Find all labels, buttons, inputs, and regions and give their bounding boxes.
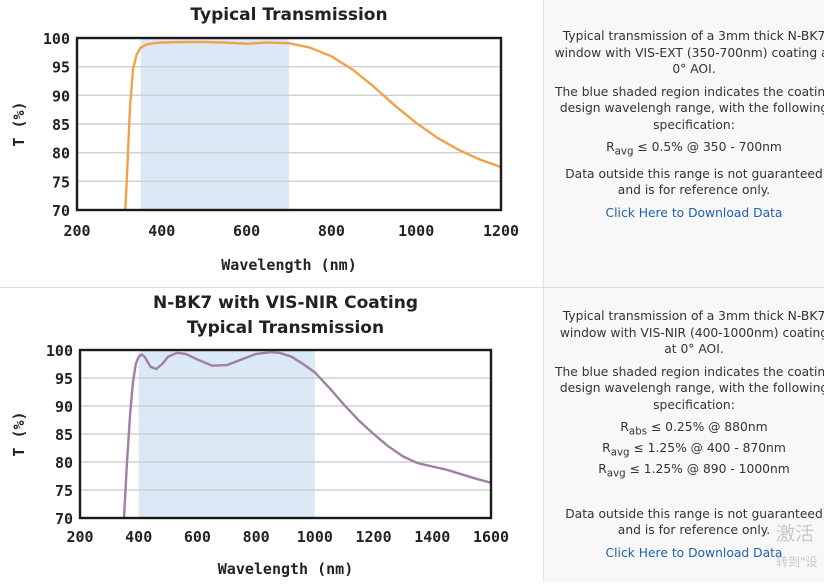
y-tick-label: 75: [52, 173, 70, 191]
description-vis-nir: Typical transmission of a 3mm thick N-BK…: [554, 308, 824, 567]
spec-line: Rabs ≤ 0.25% @ 880nm: [620, 420, 768, 438]
spec-list: Rabs ≤ 0.25% @ 880nm Ravg ≤ 1.25% @ 400 …: [554, 419, 824, 482]
x-tick-label: 200: [63, 222, 90, 240]
chart-vis-ext: Typical Transmission 70 75 80 85 90 95 100 200 40…: [10, 5, 519, 274]
watermark-line2: 转到"设: [776, 555, 818, 569]
x-tick-label: 800: [318, 222, 345, 240]
x-tick-label: 400: [125, 528, 152, 546]
x-tick-label: 1000: [398, 222, 434, 240]
y-tick-label: 85: [52, 116, 70, 134]
y-tick-label: 100: [43, 30, 70, 48]
x-axis-label: Wavelength (nm): [221, 256, 356, 274]
chart-cell-vis-ext: Typical Transmission 70 75 80 85 90 95 100 200 40…: [0, 0, 543, 287]
chart-title: N-BK7 with VIS-NIR Coating: [153, 293, 418, 313]
y-tick-label: 100: [46, 342, 73, 360]
reference-note: Data outside this range is not guarantee…: [565, 506, 823, 538]
y-axis-label: T (%): [10, 411, 28, 456]
y-tick-label: 95: [52, 59, 70, 77]
chart-title: Typical Transmission: [187, 318, 384, 338]
y-axis-label: T (%): [10, 101, 28, 146]
download-data-link[interactable]: Click Here to Download Data: [605, 545, 783, 560]
x-tick-label: 400: [148, 222, 175, 240]
x-tick-label: 600: [184, 528, 211, 546]
chart-vis-nir: N-BK7 with VIS-NIR Coating Typical Transm…: [10, 293, 509, 578]
y-tick-label: 90: [52, 87, 70, 105]
download-data-link[interactable]: Click Here to Download Data: [605, 205, 783, 220]
y-tick-label: 80: [52, 145, 70, 163]
description-cell-vis-nir: Typical transmission of a 3mm thick N-BK…: [543, 288, 824, 582]
description-shade-note: The blue shaded region indicates the coa…: [554, 364, 824, 412]
chart-cell-vis-nir: N-BK7 with VIS-NIR Coating Typical Transm…: [0, 288, 543, 582]
spec-line: Ravg ≤ 1.25% @ 890 - 1000nm: [598, 461, 790, 480]
spec-line: Ravg ≤ 0.5% @ 350 - 700nm: [606, 140, 782, 158]
y-tick-label: 85: [55, 426, 73, 444]
series-line: [122, 350, 491, 518]
watermark-line1: 激活: [776, 523, 815, 545]
x-tick-label: 1000: [297, 528, 333, 546]
description-cell-vis-ext: Typical transmission of a 3mm thick N-BK…: [543, 0, 824, 287]
x-tick-label: 1200: [356, 528, 392, 546]
y-tick-label: 70: [52, 202, 70, 220]
y-tick-label: 75: [55, 482, 73, 500]
plot-frame: [78, 348, 493, 520]
y-tick-label: 80: [55, 454, 73, 472]
y-tick-label: 70: [55, 510, 73, 528]
spec-list: Ravg ≤ 0.5% @ 350 - 700nm: [554, 139, 824, 160]
x-tick-label: 1400: [414, 528, 450, 546]
x-tick-label: 800: [243, 528, 270, 546]
row-divider: [0, 287, 824, 288]
description-text: Typical transmission of a 3mm thick N-BK…: [559, 309, 824, 356]
plot-frame: [75, 36, 503, 212]
description-text: Typical transmission of a 3mm thick N-BK…: [554, 29, 824, 76]
x-axis-label: Wavelength (nm): [218, 560, 353, 578]
y-tick-label: 90: [55, 398, 73, 416]
x-tick-label: 200: [66, 528, 93, 546]
x-tick-label: 1200: [483, 222, 519, 240]
reference-note: Data outside this range is not guarantee…: [565, 166, 823, 198]
x-tick-label: 1600: [473, 528, 509, 546]
chart-title: Typical Transmission: [190, 5, 387, 25]
x-tick-label: 600: [233, 222, 260, 240]
description-shade-note: The blue shaded region indicates the coa…: [554, 84, 824, 132]
description-vis-ext: Typical transmission of a 3mm thick N-BK…: [554, 28, 824, 227]
y-tick-label: 95: [55, 370, 73, 388]
spec-line: Ravg ≤ 1.25% @ 400 - 870nm: [602, 440, 786, 459]
series-line: [124, 40, 501, 210]
